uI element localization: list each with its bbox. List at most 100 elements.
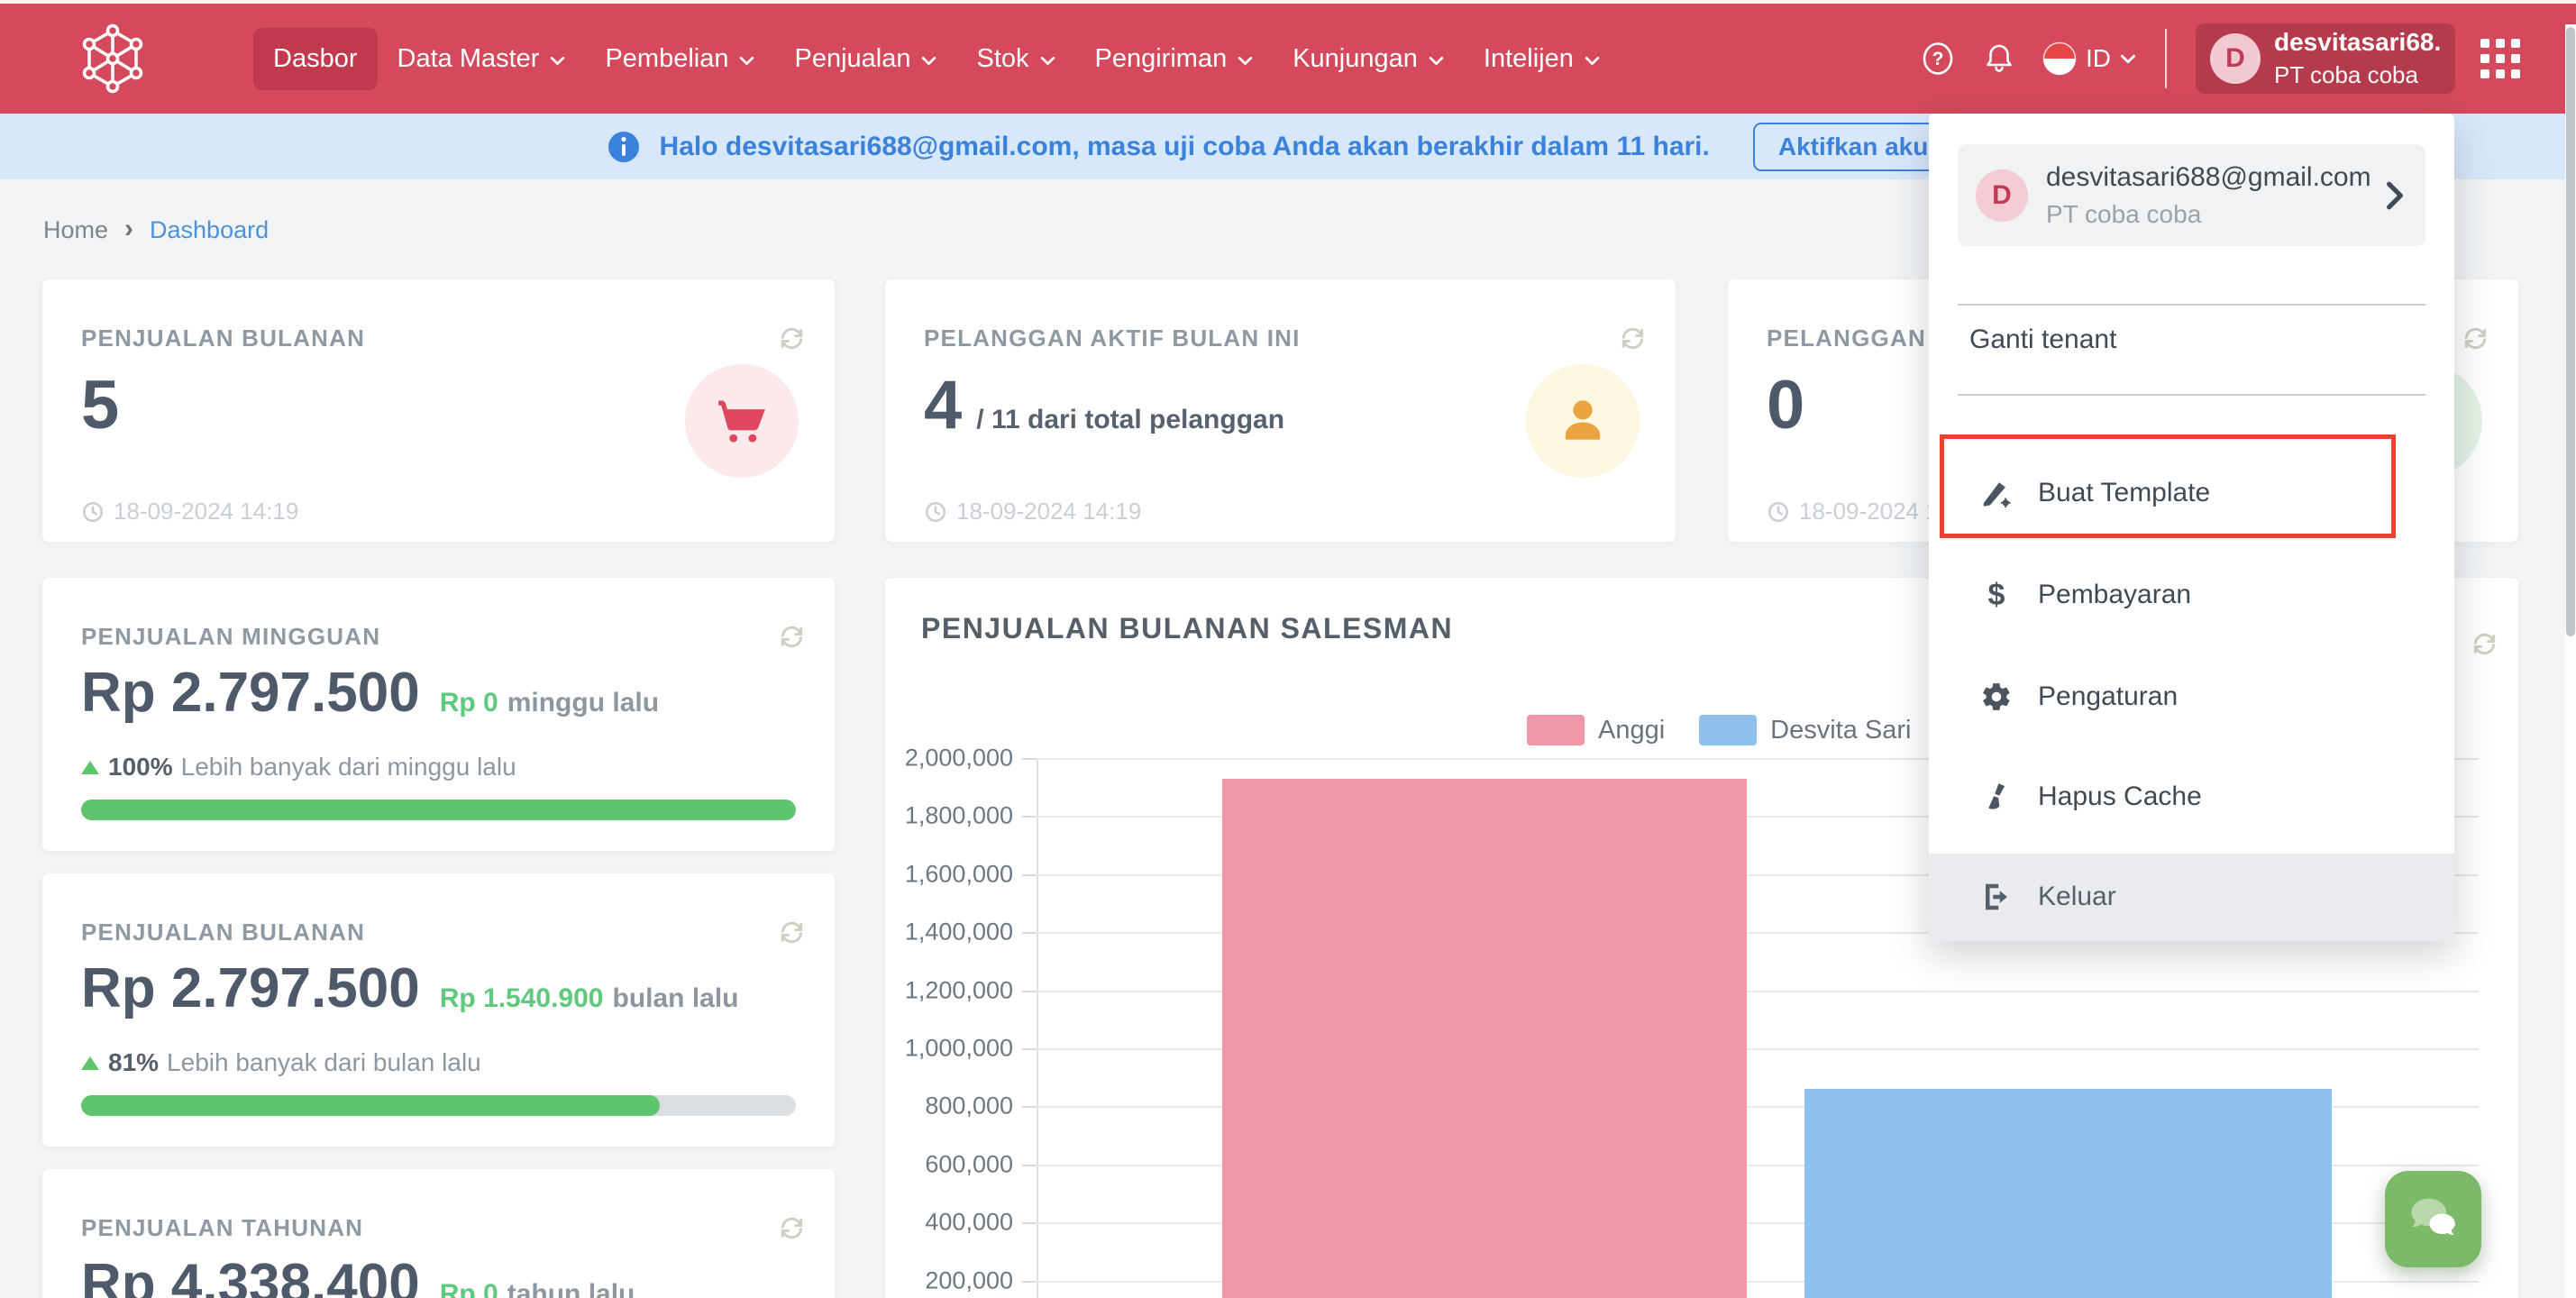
y-tick-mark — [1022, 1106, 1037, 1109]
help-icon[interactable]: ? — [1920, 41, 1956, 77]
y-tick-label: 200,000 — [925, 1266, 1013, 1294]
dropdown-account-summary[interactable]: D desvitasari688@gmail.com PT coba coba — [1958, 144, 2425, 246]
dollar-icon: $ — [1987, 577, 2005, 612]
chevron-down-icon — [2120, 54, 2136, 63]
account-email: desvitasari688@gmail.com — [2046, 161, 2371, 192]
y-tick-label: 1,400,000 — [904, 918, 1013, 946]
refresh-icon[interactable] — [1617, 323, 1649, 354]
chevron-down-icon — [1429, 56, 1444, 65]
nav-item-dasbor[interactable]: Dasbor — [253, 27, 378, 90]
menu-item-pengaturan[interactable]: Pengaturan — [1950, 659, 2433, 735]
y-tick-label: 1,800,000 — [904, 801, 1013, 829]
nav-item-pengiriman[interactable]: Pengiriman — [1075, 28, 1274, 90]
delta-row: 100% Lebih banyak dari minggu lalu — [81, 753, 516, 782]
legend-label: Anggi — [1598, 715, 1666, 745]
refresh-icon[interactable] — [776, 917, 808, 948]
previous-label: bulan lalu — [612, 983, 739, 1013]
y-tick-label: 2,000,000 — [904, 744, 1013, 772]
avatar: D — [1976, 169, 2028, 222]
chevron-down-icon — [922, 56, 936, 65]
menu-item-pembayaran[interactable]: $ Pembayaran — [1950, 557, 2433, 633]
legend-swatch — [1699, 715, 1758, 745]
info-icon — [607, 131, 639, 162]
previous-label: tahun lalu — [507, 1279, 635, 1298]
gear-icon — [1983, 683, 2010, 710]
y-tick-label: 600,000 — [925, 1150, 1013, 1178]
nav-item-kunjungan[interactable]: Kunjungan — [1273, 28, 1464, 90]
chart-legend: Anggi Desvita Sari — [1527, 715, 1912, 745]
chevron-down-icon — [1238, 56, 1253, 65]
gridline — [1037, 1164, 2479, 1166]
menu-item-keluar[interactable]: Keluar — [1950, 859, 2433, 935]
nav-item-intelijen[interactable]: Intelijen — [1464, 28, 1620, 90]
stat-value: 0 — [1767, 367, 1805, 443]
stat-suffix: / 11 dari total pelanggan — [976, 405, 1285, 434]
timestamp: 18-09-2024 14:19 — [81, 498, 298, 526]
window-top-strip — [0, 0, 2576, 4]
nav-item-label: Dasbor — [273, 43, 358, 73]
chart-plot: 2,000,000 1,800,000 1,600,000 1,400,000 1,20… — [905, 745, 2479, 1298]
card-title: PELANGGAN AKTIF BULAN INI — [924, 324, 1301, 352]
user-account-button[interactable]: D desvitasari68... PT coba coba — [2196, 23, 2455, 94]
menu-item-buat-template[interactable]: Buat Template — [1950, 455, 2433, 531]
nav-item-label: Stok — [976, 43, 1029, 73]
chart-title: PENJUALAN BULANAN SALESMAN — [921, 612, 1454, 644]
main-nav: Dasbor Data Master Pembelian Penjualan Stok P… — [253, 4, 1620, 114]
nav-item-label: Kunjungan — [1293, 43, 1418, 73]
chevron-right-icon — [2387, 181, 2403, 209]
chevron-down-icon — [551, 56, 565, 65]
previous-value: Rp 0 — [439, 1279, 498, 1298]
progress-fill — [81, 1095, 661, 1116]
cart-icon — [685, 364, 799, 478]
y-tick-label: 1,000,000 — [904, 1034, 1013, 1062]
chat-fab-button[interactable] — [2385, 1171, 2481, 1267]
dropdown-divider — [1958, 394, 2425, 396]
y-tick-mark — [1022, 816, 1037, 818]
y-tick-mark — [1022, 1280, 1037, 1283]
menu-item-hapus-cache[interactable]: Hapus Cache — [1950, 759, 2433, 835]
card-yearly-sales: PENJUALAN TAHUNAN Rp 4.338.400 Rp 0 tahu… — [42, 1169, 835, 1298]
scrollbar-thumb[interactable] — [2566, 27, 2575, 636]
highlighted-row-bg — [1929, 854, 2454, 941]
breadcrumb-separator-icon: › — [124, 214, 134, 243]
apps-grid-icon[interactable] — [2480, 39, 2520, 78]
nav-item-label: Pengiriman — [1094, 43, 1228, 73]
timestamp: 18-09-2024 14:19 — [924, 498, 1141, 526]
user-company: PT coba coba — [2274, 61, 2418, 88]
notifications-bell-icon[interactable] — [1981, 41, 2017, 77]
refresh-icon[interactable] — [776, 1212, 808, 1244]
scrollbar-track[interactable] — [2565, 24, 2576, 1298]
activate-account-button[interactable]: Aktifkan akun — [1752, 122, 1969, 171]
card-title: PENJUALAN BULANAN — [81, 324, 366, 352]
legend-item[interactable]: Desvita Sari — [1699, 715, 1912, 745]
navbar-right: ? ID — [1920, 4, 2520, 114]
progress-bar — [81, 1095, 796, 1116]
y-axis-line — [1037, 758, 1038, 1298]
bar-desvita-sari[interactable] — [1804, 1089, 2332, 1298]
nav-item-stok[interactable]: Stok — [956, 28, 1074, 90]
bar-anggi[interactable] — [1222, 778, 1747, 1298]
app-logo-icon[interactable] — [77, 23, 149, 95]
refresh-icon[interactable] — [776, 323, 808, 354]
logout-icon — [1986, 883, 2007, 910]
menu-item-ganti-tenant[interactable]: Ganti tenant — [1969, 324, 2117, 354]
brush-icon — [1988, 783, 2005, 809]
refresh-icon[interactable] — [776, 621, 808, 653]
account-company: PT coba coba — [2046, 199, 2202, 228]
gridline — [1037, 990, 2479, 992]
language-selector[interactable]: ID — [2042, 41, 2136, 76]
refresh-icon[interactable] — [2469, 628, 2500, 660]
y-tick-mark — [1022, 990, 1037, 992]
nav-item-data-master[interactable]: Data Master — [378, 28, 586, 90]
clock-icon — [925, 501, 946, 522]
legend-item[interactable]: Anggi — [1527, 715, 1665, 745]
nav-item-penjualan[interactable]: Penjualan — [774, 28, 956, 90]
card-title: PENJUALAN MINGGUAN — [81, 623, 381, 650]
chevron-down-icon — [740, 56, 754, 65]
card-weekly-sales: PENJUALAN MINGGUAN Rp 2.797.500 Rp 0 min… — [42, 578, 835, 851]
up-triangle-icon — [81, 760, 99, 774]
breadcrumb-home[interactable]: Home — [43, 216, 109, 243]
refresh-icon[interactable] — [2460, 323, 2491, 354]
trial-banner-text: Halo desvitasari688@gmail.com, masa uji … — [659, 131, 1710, 161]
nav-item-pembelian[interactable]: Pembelian — [585, 28, 774, 90]
